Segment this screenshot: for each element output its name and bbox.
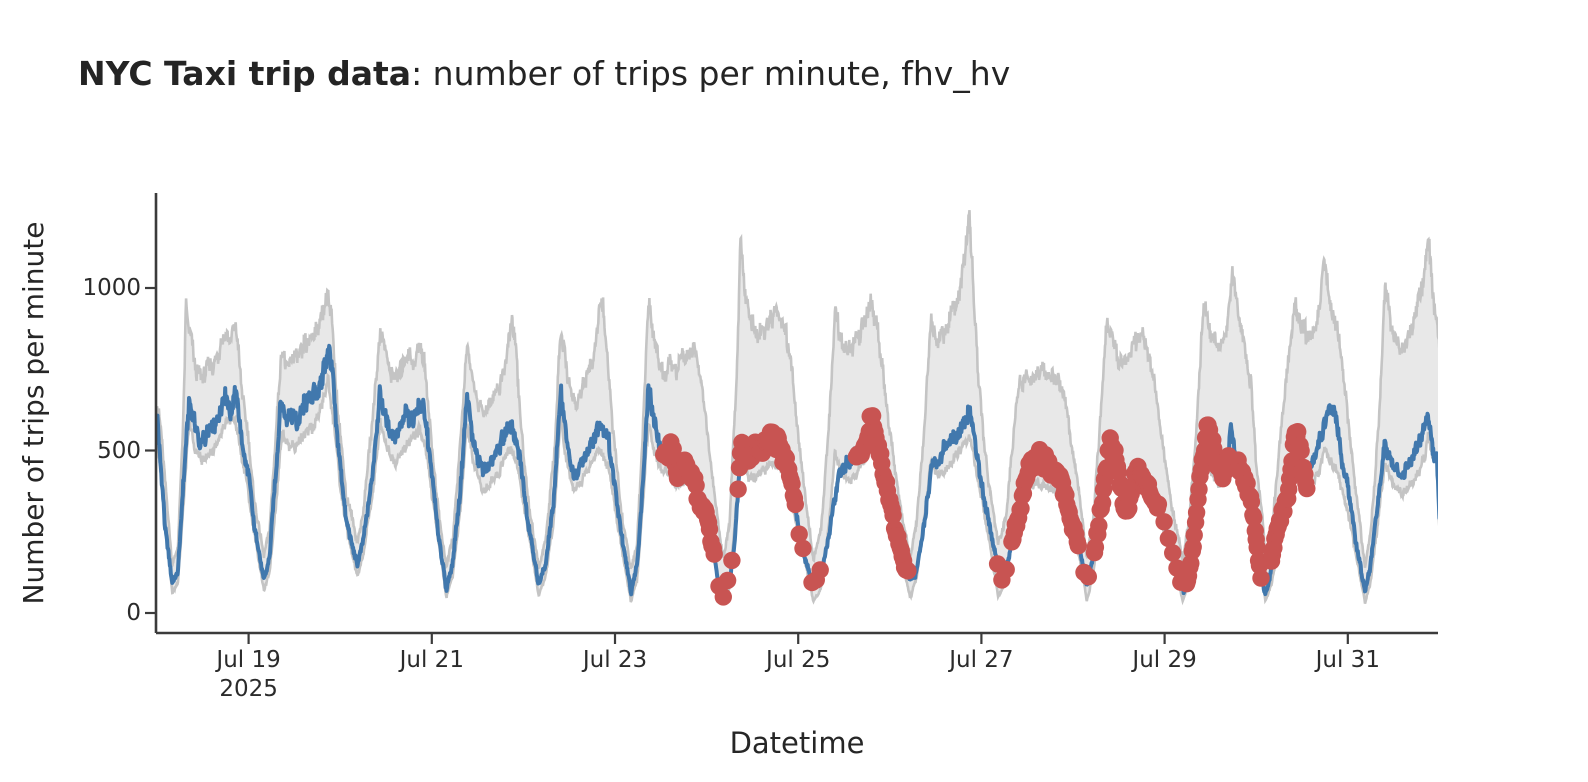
anomaly-marker bbox=[714, 588, 732, 606]
anomaly-marker bbox=[899, 562, 917, 580]
x-tick-label: Jul 29 bbox=[1132, 647, 1197, 673]
anomaly-marker bbox=[729, 480, 747, 498]
anomaly-marker bbox=[811, 561, 829, 579]
anomaly-marker bbox=[1185, 526, 1203, 544]
anomaly-marker bbox=[1252, 569, 1270, 587]
anomaly-marker bbox=[1242, 493, 1261, 511]
anomaly-marker bbox=[1012, 499, 1030, 518]
anomaly-marker bbox=[1090, 516, 1108, 535]
anomaly-marker bbox=[884, 506, 902, 525]
x-tick-label: Jul 19 2025 bbox=[164, 646, 334, 704]
anomaly-marker bbox=[723, 551, 741, 570]
x-tick-label: Jul 27 bbox=[949, 647, 1014, 673]
anomaly-marker bbox=[687, 476, 705, 495]
x-tick-sublabel: 2025 bbox=[219, 676, 278, 702]
y-tick-label: 500 bbox=[97, 437, 141, 464]
chart-title-rest: : number of trips per minute, fhv_hv bbox=[411, 54, 1011, 93]
anomaly-marker bbox=[1149, 495, 1168, 513]
anomaly-marker bbox=[1292, 442, 1310, 460]
anomaly-marker bbox=[1155, 513, 1173, 531]
anomaly-marker bbox=[790, 525, 808, 543]
anomaly-marker bbox=[1190, 480, 1208, 498]
y-tick-label: 1000 bbox=[82, 275, 141, 301]
axes bbox=[145, 193, 1438, 644]
anomaly-marker bbox=[794, 539, 812, 558]
anomaly-marker bbox=[1079, 568, 1098, 586]
anomaly-marker bbox=[1159, 529, 1178, 548]
y-tick-label: 0 bbox=[126, 600, 141, 626]
anomaly-marker bbox=[1069, 537, 1088, 555]
x-axis-title: Datetime bbox=[729, 726, 865, 760]
anomaly-marker bbox=[1289, 423, 1307, 441]
anomaly-marker bbox=[1086, 538, 1105, 556]
anomaly-marker bbox=[1248, 538, 1266, 557]
anomaly-marker bbox=[1164, 544, 1182, 562]
chart-title-bold: NYC Taxi trip data bbox=[78, 54, 412, 93]
anomaly-markers bbox=[655, 407, 1316, 606]
x-tick-label: Jul 25 bbox=[766, 647, 831, 673]
anomaly-marker bbox=[1245, 509, 1263, 527]
anomaly-marker bbox=[1298, 479, 1316, 498]
anomaly-marker bbox=[1093, 494, 1112, 512]
band-upper-edge bbox=[156, 209, 1438, 570]
anomaly-marker bbox=[786, 495, 804, 514]
anomaly-marker bbox=[997, 560, 1015, 579]
anomaly-marker bbox=[1187, 503, 1206, 522]
anomaly-marker bbox=[705, 545, 723, 563]
x-tick-label: Jul 31 bbox=[1315, 647, 1380, 673]
chart-title: NYC Taxi trip data: number of trips per … bbox=[78, 54, 1010, 93]
x-tick-label: Jul 21 bbox=[399, 647, 464, 673]
anomaly-marker bbox=[718, 571, 737, 590]
x-tick-label: Jul 23 bbox=[582, 647, 648, 673]
